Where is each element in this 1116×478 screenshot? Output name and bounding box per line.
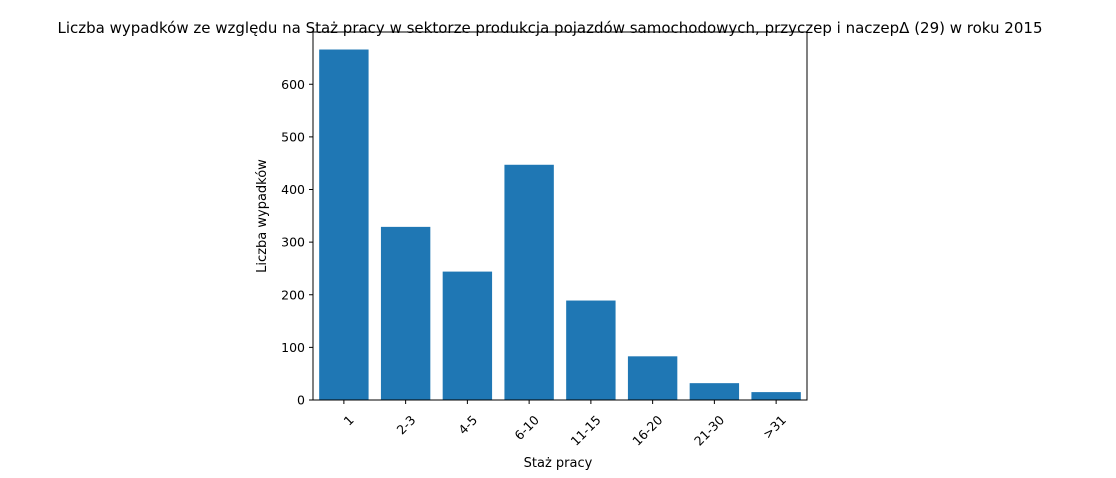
x-axis: 1 2-3 4-5 6-10 11-15 16-20 21-30 >31 [341,400,789,449]
y-tick-label: 200 [281,287,305,302]
x-tick-label: 11-15 [567,412,603,448]
bar-4-5 [442,271,493,400]
bar-2-3 [380,226,431,400]
bar-21-30 [689,383,740,400]
x-tick-label: 6-10 [511,412,542,443]
y-axis-label: Liczba wypadków [255,159,270,273]
x-tick-label: 16-20 [629,412,665,448]
y-tick-label: 100 [281,340,305,355]
x-tick-label: 4-5 [455,412,480,437]
x-tick-label: 21-30 [691,412,727,448]
bar-6-10 [504,164,554,400]
plot-frame [312,31,808,401]
x-tick-label: >31 [760,412,789,441]
bar-16-20 [627,356,678,400]
bar->31 [751,392,801,400]
y-tick-label: 400 [281,182,305,197]
y-tick-label: 300 [281,235,305,250]
x-axis-label: Staż pracy [524,456,593,471]
bars [319,49,801,401]
chart-title: Liczba wypadków ze względu na Staż pracy… [58,19,1043,37]
y-tick-label: 500 [281,129,305,144]
bar-11-15 [566,300,616,400]
y-tick-label: 600 [281,77,305,92]
y-axis: 0 100 200 300 400 500 600 [281,77,313,408]
bar-1 [319,49,369,401]
y-tick-label: 0 [297,393,305,408]
x-tick-label: 2-3 [393,412,418,437]
x-tick-label: 1 [341,412,357,428]
